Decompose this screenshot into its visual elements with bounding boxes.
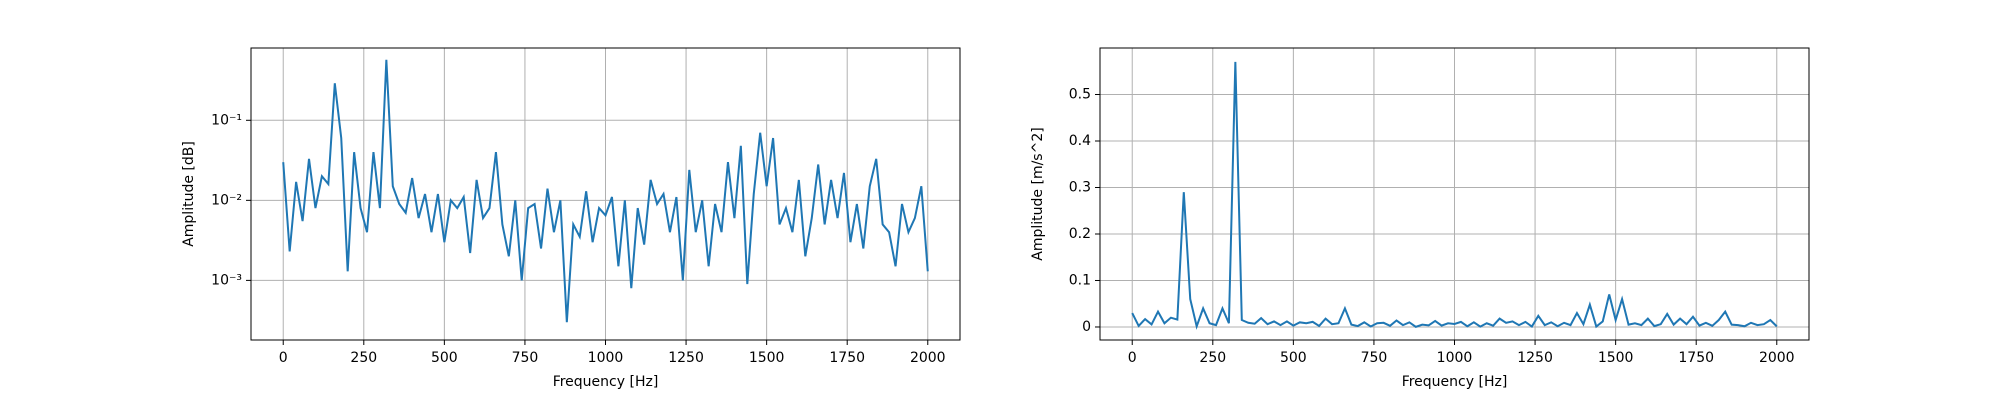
y-axis-label: Amplitude [dB] <box>181 141 197 247</box>
y-tick-label: 0.2 <box>1069 226 1091 242</box>
x-tick-label: 1000 <box>588 350 624 366</box>
y-tick-label: 0.4 <box>1069 133 1091 149</box>
line <box>1131 61 1778 330</box>
x-tick-label: 1000 <box>1437 350 1473 366</box>
x-tick-label: 2000 <box>910 350 946 366</box>
x-tick-label: 1500 <box>1598 350 1634 366</box>
y-tick-label: 10⁻³ <box>211 272 242 288</box>
x-tick-label: 0 <box>1128 350 1137 366</box>
y-tick-label: 0.3 <box>1069 179 1091 195</box>
x-axis-label: Frequency [Hz] <box>553 374 659 390</box>
x-tick-label: 0 <box>279 350 288 366</box>
y-tick-label: 0.1 <box>1069 272 1091 288</box>
x-tick-label: 500 <box>431 350 458 366</box>
axes-frame <box>1099 47 1810 341</box>
x-tick-label: 1500 <box>749 350 785 366</box>
x-tick-label: 750 <box>512 350 539 366</box>
x-tick-label: 1250 <box>1517 350 1553 366</box>
line <box>282 59 929 323</box>
x-tick-label: 500 <box>1280 350 1307 366</box>
x-tick-label: 1250 <box>668 350 704 366</box>
y-tick-label: 0 <box>1082 319 1091 335</box>
y-tick-label: 10⁻¹ <box>211 112 242 128</box>
x-axis-label: Frequency [Hz] <box>1402 374 1508 390</box>
x-tick-label: 1750 <box>1678 350 1714 366</box>
x-tick-label: 2000 <box>1759 350 1795 366</box>
x-tick-label: 750 <box>1361 350 1388 366</box>
x-tick-label: 250 <box>1199 350 1226 366</box>
x-tick-label: 250 <box>350 350 377 366</box>
y-axis-label: Amplitude [m/s^2] <box>1030 127 1046 260</box>
x-tick-label: 1750 <box>829 350 865 366</box>
y-tick-label: 10⁻² <box>211 192 242 208</box>
y-tick-label: 0.5 <box>1069 86 1091 102</box>
axes-frame <box>250 47 961 341</box>
